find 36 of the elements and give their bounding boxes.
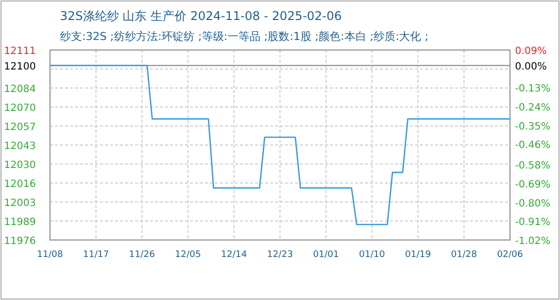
y2-tick-label: -0.91%	[515, 217, 550, 228]
y-tick-label: 12057	[4, 122, 36, 133]
x-tick-label: 12/14	[221, 250, 248, 260]
y-tick-label: 11989	[4, 217, 36, 228]
y-tick-label: 12100	[4, 61, 36, 72]
x-tick-label: 12/05	[175, 250, 201, 260]
y-tick-label: 12111	[4, 46, 36, 57]
y-tick-label: 12030	[4, 160, 36, 171]
y2-tick-label: -0.69%	[515, 180, 550, 191]
y2-tick-label: 0.09%	[515, 46, 547, 57]
x-tick-label: 11/08	[37, 250, 64, 260]
y2-tick-label: -0.80%	[515, 198, 550, 210]
x-tick-label: 01/19	[405, 250, 432, 260]
y-tick-label: 12070	[4, 103, 36, 114]
y-tick-label: 12016	[4, 179, 36, 190]
x-tick-label: 02/06	[497, 250, 524, 260]
x-tick-label: 01/01	[313, 250, 339, 260]
y-tick-label: 12003	[4, 198, 36, 209]
y2-tick-label: -0.58%	[515, 160, 550, 172]
x-tick-label: 01/10	[359, 250, 386, 260]
x-tick-label: 11/17	[83, 250, 109, 260]
chart-subtitle: 纱支:32S ;纺纱方法:环锭纺 ;等级:一等品 ;股数:1股 ;颜色:本白 ;纱质:大化 ;	[60, 30, 428, 43]
line-series	[49, 64, 511, 226]
y2-tick-label: -1.02%	[515, 236, 550, 247]
y2-tick-label: -0.13%	[515, 84, 550, 95]
y-tick-label: 11976	[4, 236, 36, 247]
y-tick-label: 12084	[4, 84, 36, 95]
chart-title: 32S涤纶纱 山东 生产价 2024-11-08 - 2025-02-06	[60, 9, 342, 23]
y2-tick-label: -0.35%	[515, 121, 550, 132]
y2-tick-label: -0.24%	[515, 102, 550, 114]
x-tick-label: 01/28	[451, 250, 478, 260]
y-tick-label: 12043	[4, 141, 36, 152]
y2-tick-label: 0.00%	[515, 61, 547, 72]
y2-tick-label: -0.46%	[515, 140, 550, 152]
x-tick-label: 12/23	[267, 250, 293, 260]
x-tick-label: 11/26	[129, 250, 156, 260]
